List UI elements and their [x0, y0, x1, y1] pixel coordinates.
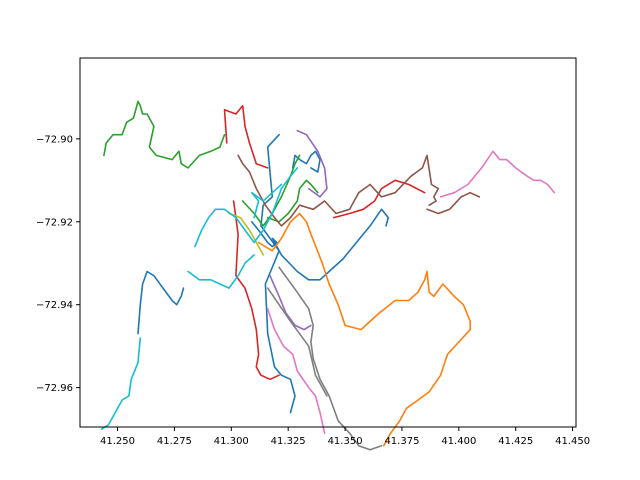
series-line-6 [382, 341, 460, 447]
y-tick-label: −72.94 [36, 300, 73, 311]
series-line-22 [228, 212, 264, 256]
series-line-16 [312, 154, 440, 215]
y-tick-label: −72.96 [36, 383, 73, 394]
x-tick-label: 41.450 [555, 436, 590, 447]
series-line-9 [241, 154, 301, 227]
series-line-17 [426, 191, 481, 215]
series-line-21 [266, 287, 328, 397]
series-line-3 [260, 133, 296, 414]
x-tick-label: 41.425 [498, 436, 533, 447]
series-line-12 [332, 179, 426, 219]
x-tick-label: 41.275 [157, 436, 192, 447]
series-line-19 [266, 308, 326, 434]
series-line-15 [237, 154, 314, 227]
series-line-7 [103, 100, 226, 169]
x-tick-label: 41.350 [328, 436, 363, 447]
series-line-11 [232, 200, 280, 381]
series-line-8 [266, 179, 319, 223]
track-layer [100, 100, 556, 451]
x-tick-label: 41.250 [100, 436, 135, 447]
series-line-14 [269, 274, 312, 331]
plot-frame [79, 57, 577, 428]
x-tick-label: 41.325 [271, 436, 306, 447]
series-line-10 [223, 104, 269, 169]
series-line-1 [251, 208, 390, 281]
x-axis: 41.250 41.275 41.300 41.325 41.350 41.375 41.4… [100, 427, 590, 447]
series-line-24 [187, 254, 255, 289]
y-tick-label: −72.92 [36, 217, 73, 228]
series-line-25 [194, 167, 299, 248]
series-line-5 [321, 262, 471, 343]
x-tick-label: 41.400 [441, 436, 476, 447]
series-line-23 [100, 337, 142, 430]
y-axis: −72.96 −72.94 −72.92 −72.90 [36, 134, 80, 394]
series-line-4 [257, 212, 324, 264]
series-line-13 [296, 129, 328, 198]
x-tick-label: 41.375 [384, 436, 419, 447]
series-line-0 [137, 270, 185, 335]
y-tick-label: −72.90 [36, 134, 73, 145]
series-line-20 [278, 266, 383, 451]
series-line-18 [439, 150, 556, 198]
x-tick-label: 41.300 [214, 436, 249, 447]
series-line-26 [251, 183, 283, 219]
series-line-2 [291, 150, 321, 173]
